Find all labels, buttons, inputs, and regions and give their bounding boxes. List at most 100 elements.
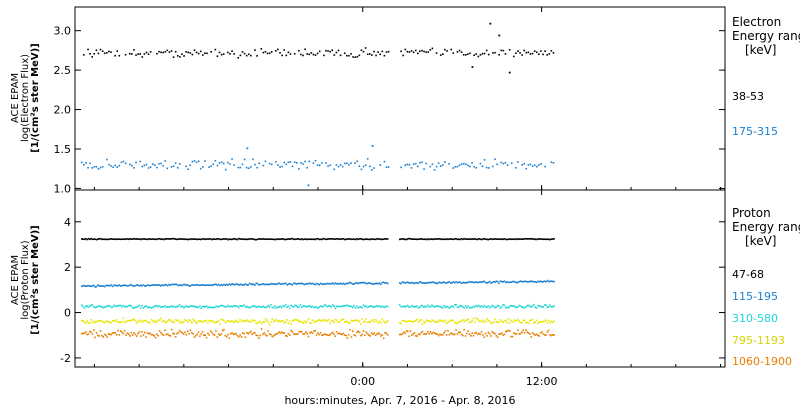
data-point (547, 329, 550, 332)
x-axis: 0:00 12:00 (93, 7, 722, 388)
data-point (481, 165, 484, 168)
data-point (327, 165, 329, 167)
data-point (307, 318, 310, 320)
data-point (115, 319, 118, 321)
data-point (349, 322, 351, 324)
data-point (466, 238, 468, 240)
data-point (364, 164, 367, 166)
data-point (248, 306, 251, 309)
data-point (98, 319, 101, 322)
data-point (276, 238, 279, 240)
data-point (101, 50, 104, 53)
data-point (99, 237, 102, 240)
data-point (277, 48, 279, 51)
data-point (529, 333, 531, 335)
data-point (488, 320, 491, 323)
data-point (411, 320, 413, 323)
data-point (274, 283, 276, 285)
data-point (525, 51, 528, 54)
data-point (94, 321, 96, 324)
data-point (448, 238, 451, 240)
data-point (227, 238, 229, 241)
data-point (195, 306, 197, 308)
data-point (441, 238, 444, 240)
data-point (522, 306, 524, 308)
data-point (318, 283, 321, 286)
data-point (412, 238, 414, 240)
data-point (169, 284, 172, 287)
data-point (470, 321, 472, 324)
data-point (215, 305, 217, 308)
data-point (125, 305, 127, 308)
data-point (275, 333, 278, 335)
data-point (170, 166, 173, 168)
data-point (289, 161, 292, 163)
data-point (486, 335, 488, 337)
data-point (456, 238, 459, 241)
data-point (535, 319, 538, 322)
data-point (464, 305, 467, 307)
data-point (185, 284, 188, 286)
data-point (233, 305, 236, 307)
data-point (80, 319, 83, 322)
data-point (345, 238, 347, 241)
data-point (538, 305, 541, 307)
data-point (495, 321, 498, 324)
data-point (264, 238, 267, 241)
data-point (98, 335, 101, 337)
data-point (351, 238, 354, 240)
data-point (189, 329, 192, 332)
data-point (247, 306, 249, 309)
data-point (199, 238, 201, 241)
data-point (157, 334, 160, 337)
data-point (471, 306, 474, 309)
data-point (275, 319, 278, 321)
data-point (463, 328, 465, 331)
data-point (291, 237, 294, 240)
data-point (168, 318, 170, 321)
data-point (216, 284, 219, 286)
data-point (373, 167, 375, 169)
data-point (353, 320, 355, 322)
data-point (499, 280, 502, 283)
data-point (164, 305, 166, 307)
data-point (160, 317, 162, 320)
data-point (161, 284, 164, 286)
data-point (475, 304, 478, 307)
data-point (298, 320, 300, 322)
data-point (550, 238, 553, 240)
data-point (313, 238, 315, 240)
data-point (239, 238, 241, 240)
data-point (165, 321, 168, 324)
data-point (274, 238, 276, 241)
data-point (149, 284, 151, 287)
data-point (445, 305, 448, 308)
data-point (553, 334, 555, 336)
data-point (487, 53, 490, 56)
data-point (385, 238, 388, 240)
data-point (433, 321, 436, 323)
data-point (407, 281, 409, 284)
data-point (527, 238, 530, 240)
data-point (113, 284, 115, 286)
data-point (306, 238, 308, 241)
data-point (467, 318, 469, 320)
data-point (368, 321, 370, 323)
data-point (543, 280, 546, 283)
data-point (224, 168, 227, 171)
data-point (496, 320, 499, 323)
data-point (402, 305, 405, 308)
data-point (431, 238, 433, 240)
data-point (137, 284, 139, 287)
data-point (206, 52, 208, 55)
data-point (99, 320, 102, 322)
legend-entry-38-53: 38-53 (732, 90, 764, 103)
data-point (522, 319, 524, 322)
data-point (551, 321, 554, 324)
data-point (504, 307, 507, 309)
data-point (193, 160, 196, 162)
data-point (339, 54, 342, 57)
data-point (176, 332, 178, 335)
data-point (245, 284, 248, 286)
